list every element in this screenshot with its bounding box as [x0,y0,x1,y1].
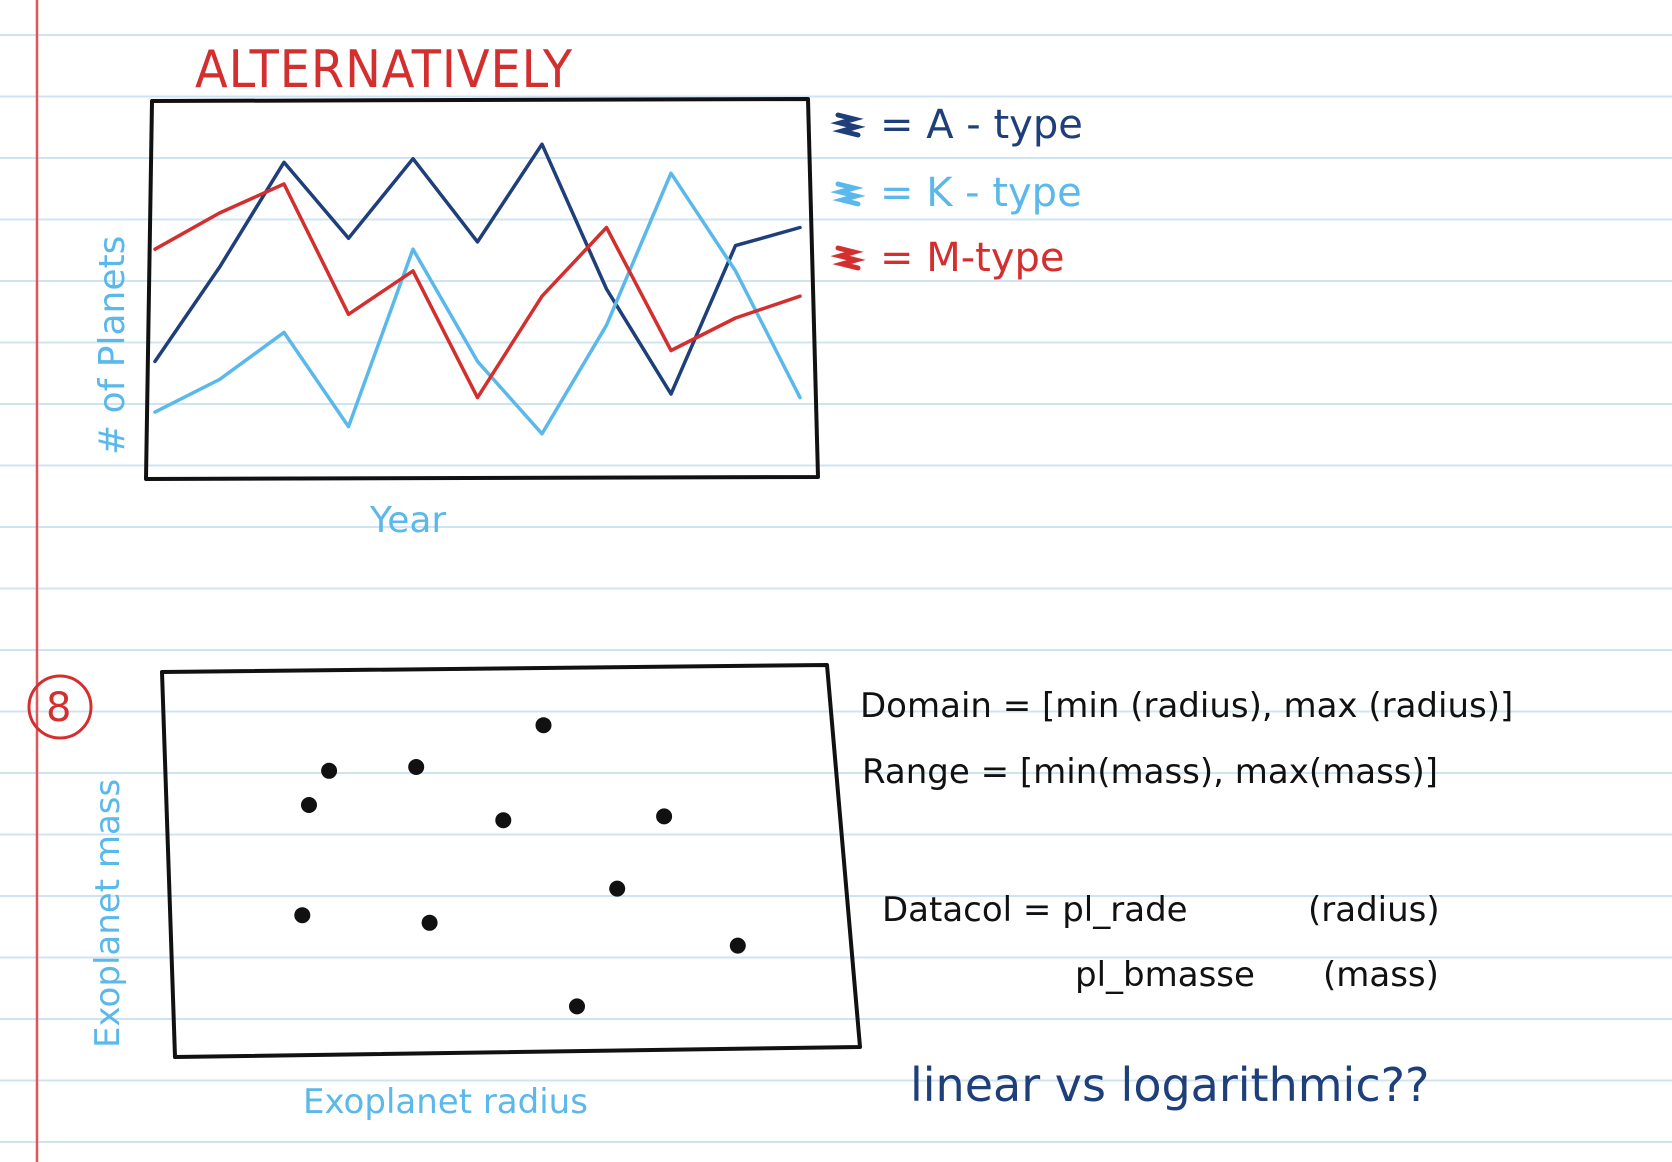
mass-annotation: (mass) [1323,955,1439,995]
scatter-frame [160,663,862,1059]
datacol-radius-note: Datacol = pl_rade [882,890,1188,930]
section-number-circle [27,674,93,740]
scatter-point [294,907,311,924]
scatter-point [609,880,626,897]
radius-annotation: (radius) [1308,890,1440,930]
scatter-y-label: Exoplanet mass [88,778,128,1048]
line-chart-frame [144,97,820,481]
section-number: 8 [46,685,72,731]
legend-swatch-m-type [830,245,866,271]
series-line-a-type [153,142,802,396]
legend-label-a-type: = A - type [880,102,1083,148]
scatter-point [408,759,425,775]
sketch-title: ALTERNATIVELY [195,40,574,100]
series-line-k-type [153,171,802,436]
range-note: Range = [min(mass), max(mass)] [862,752,1439,792]
scatter-point [301,797,317,813]
legend-swatch-a-type [830,112,866,138]
scatter-point [729,937,746,954]
series-line-m-type [153,182,802,400]
scatter-point [535,717,552,734]
scatter-point [421,914,438,931]
legend-label-m-type: = M-type [880,235,1065,281]
scatter-point [656,808,673,825]
datacol-mass-note: pl_bmasse [1075,955,1255,995]
legend-label-k-type: = K - type [880,170,1082,216]
scatter-x-label: Exoplanet radius [303,1082,588,1122]
scale-question: linear vs logarithmic?? [910,1058,1430,1112]
scatter-point [321,762,338,779]
scatter-points [294,717,746,1015]
line-chart-series [153,142,802,436]
legend-swatch-k-type [830,181,866,207]
line-chart-y-label: # of Planets [92,235,133,455]
scatter-point [495,812,512,829]
line-chart-x-label: Year [370,500,447,541]
domain-note: Domain = [min (radius), max (radius)] [860,686,1514,726]
scatter-point [569,998,585,1015]
